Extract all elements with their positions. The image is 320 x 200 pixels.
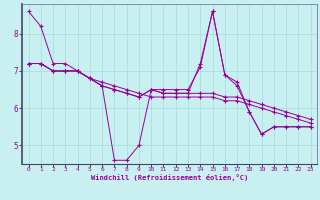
X-axis label: Windchill (Refroidissement éolien,°C): Windchill (Refroidissement éolien,°C) [91, 174, 248, 181]
